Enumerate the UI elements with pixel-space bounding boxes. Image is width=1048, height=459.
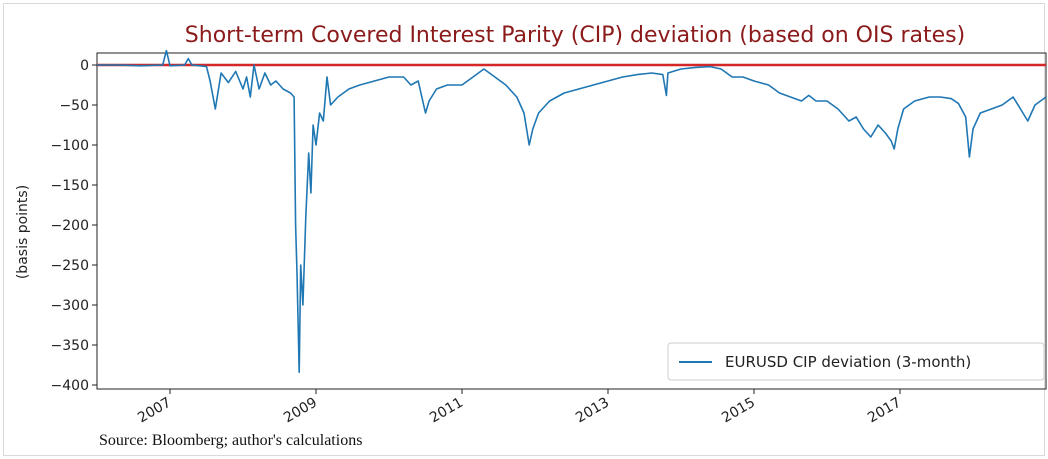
x-tick-label: 2007 <box>135 395 174 427</box>
y-tick-label: −300 <box>51 298 89 314</box>
x-tick-label: 2017 <box>865 395 904 427</box>
y-axis-label: (basis points) <box>15 185 31 279</box>
y-tick-label: −150 <box>51 178 89 194</box>
source-note: Source: Bloomberg; author's calculations <box>99 432 363 449</box>
legend-box <box>667 342 1045 381</box>
legend-label: EURUSD CIP deviation (3-month) <box>725 353 971 371</box>
chart-title: Short-term Covered Interest Parity (CIP)… <box>185 23 965 48</box>
x-tick-label: 2015 <box>719 395 758 427</box>
y-tick-label: −350 <box>51 338 89 354</box>
y-tick-label: −100 <box>51 138 89 154</box>
plot-frame <box>96 52 1047 390</box>
y-tick-label: −400 <box>51 378 89 394</box>
x-tick-label: 2009 <box>281 395 320 427</box>
plot-area: 0 −50 −100 −150 −200 −250 −300 −350 −400 2007 2009… <box>51 49 1047 427</box>
x-tick-label: 2011 <box>427 395 466 427</box>
y-tick-label: −200 <box>51 218 89 234</box>
y-tick-label: −50 <box>59 98 89 114</box>
legend: EURUSD CIP deviation (3-month) <box>667 342 1045 381</box>
chart-frame <box>3 3 1045 456</box>
y-tick-label: −250 <box>51 258 89 274</box>
series-line-eurusd-cip <box>97 49 1047 373</box>
x-tick-label: 2013 <box>573 395 612 427</box>
y-tick-label: 0 <box>80 58 89 74</box>
